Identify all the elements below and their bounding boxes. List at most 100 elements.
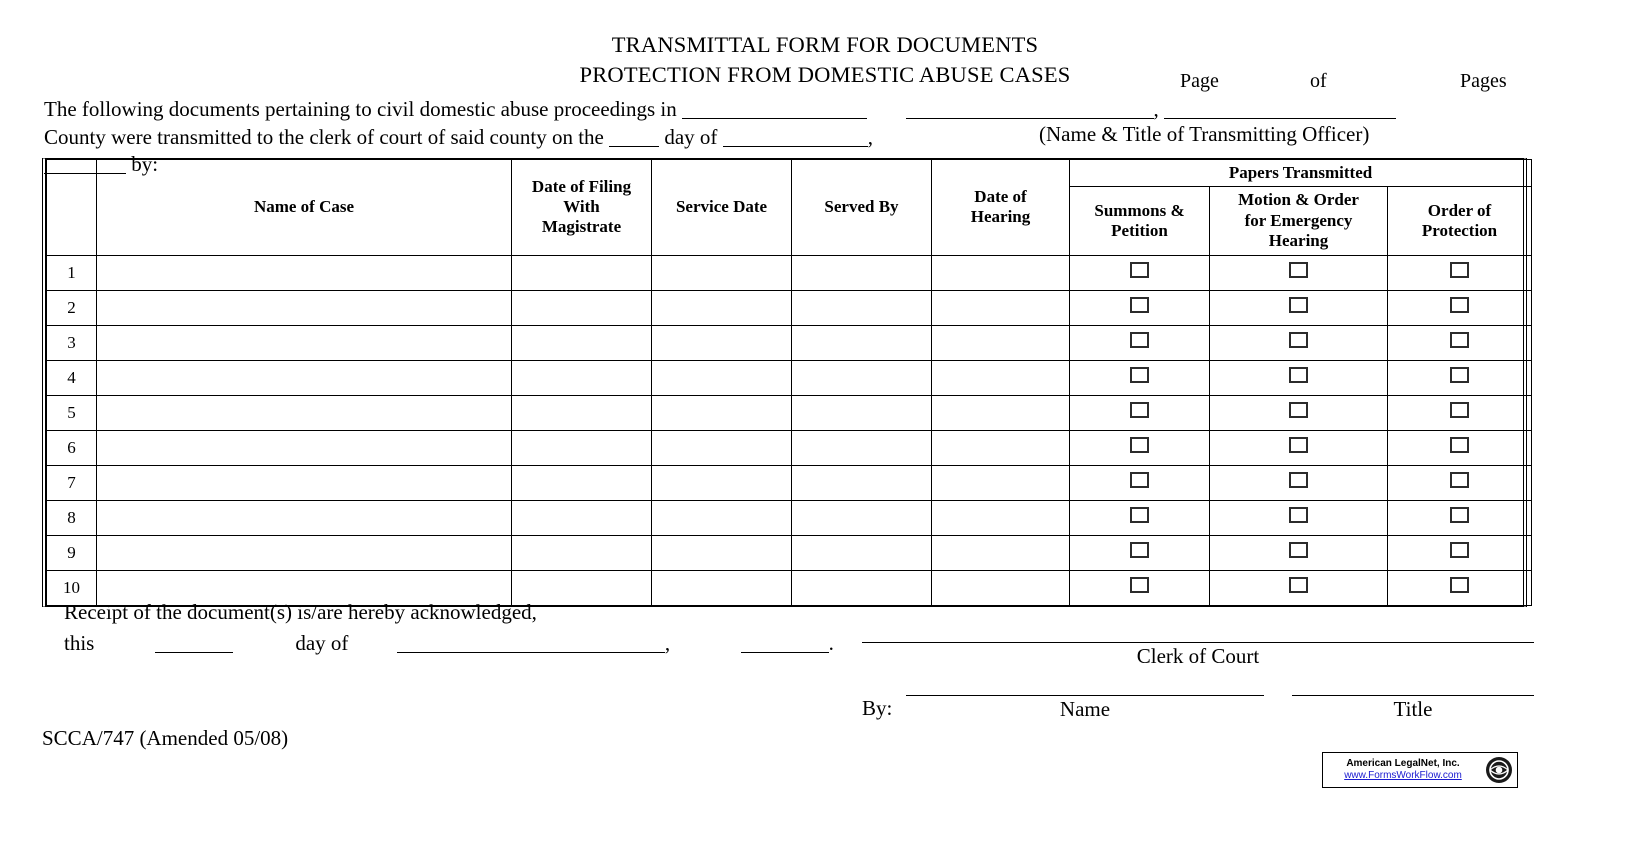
checkbox-order-protection[interactable] bbox=[1450, 472, 1470, 489]
cell-name-of-case[interactable] bbox=[96, 499, 512, 536]
cell-name-of-case[interactable] bbox=[96, 359, 512, 396]
checkbox-order-protection[interactable] bbox=[1450, 297, 1470, 314]
cell-served-by[interactable] bbox=[791, 499, 932, 536]
cell-date-of-hearing[interactable] bbox=[931, 499, 1070, 536]
clerk-of-court-caption: Clerk of Court bbox=[1136, 644, 1260, 668]
checkbox-motion-order[interactable] bbox=[1289, 297, 1308, 314]
checkbox-summons-petition-cell bbox=[1069, 289, 1210, 326]
checkbox-order-protection[interactable] bbox=[1450, 437, 1470, 454]
checkbox-motion-order[interactable] bbox=[1289, 577, 1308, 594]
cell-service-date[interactable] bbox=[651, 394, 792, 431]
cell-service-date[interactable] bbox=[651, 254, 792, 291]
cell-name-of-case[interactable] bbox=[96, 429, 512, 466]
checkbox-summons-petition[interactable] bbox=[1130, 437, 1149, 454]
cell-service-date[interactable] bbox=[651, 289, 792, 326]
checkbox-summons-petition[interactable] bbox=[1130, 332, 1149, 349]
cell-name-of-case[interactable] bbox=[96, 464, 512, 501]
checkbox-summons-petition[interactable] bbox=[1130, 402, 1149, 419]
transmitting-officer-blank[interactable] bbox=[905, 118, 1154, 119]
checkbox-order-protection[interactable] bbox=[1450, 542, 1470, 559]
cell-date-of-hearing[interactable] bbox=[931, 324, 1070, 361]
checkbox-summons-petition[interactable] bbox=[1130, 297, 1149, 314]
checkbox-motion-order[interactable] bbox=[1289, 437, 1308, 454]
legalnet-website-link[interactable]: www.FormsWorkFlow.com bbox=[1344, 770, 1462, 781]
checkbox-motion-order[interactable] bbox=[1289, 332, 1308, 349]
checkbox-motion-order[interactable] bbox=[1289, 262, 1308, 279]
cell-date-of-hearing[interactable] bbox=[931, 359, 1070, 396]
cell-date-of-filing[interactable] bbox=[511, 569, 652, 606]
ack-month-blank[interactable] bbox=[396, 651, 665, 653]
checkbox-order-protection[interactable] bbox=[1450, 262, 1470, 279]
cell-name-of-case[interactable] bbox=[96, 569, 512, 606]
cell-date-of-filing[interactable] bbox=[511, 289, 652, 326]
cell-service-date[interactable] bbox=[651, 569, 792, 606]
cell-date-of-hearing[interactable] bbox=[931, 464, 1070, 501]
checkbox-motion-order[interactable] bbox=[1289, 472, 1308, 489]
cell-date-of-hearing[interactable] bbox=[931, 569, 1070, 606]
cell-date-of-hearing[interactable] bbox=[931, 429, 1070, 466]
cell-service-date[interactable] bbox=[651, 534, 792, 571]
col-header-motion-order-l3: Hearing bbox=[1268, 231, 1329, 251]
ack-year-blank[interactable] bbox=[740, 651, 829, 653]
cell-service-date[interactable] bbox=[651, 499, 792, 536]
checkbox-motion-order[interactable] bbox=[1289, 367, 1308, 384]
cell-served-by[interactable] bbox=[791, 569, 932, 606]
checkbox-order-protection[interactable] bbox=[1450, 577, 1470, 594]
ack-day-blank[interactable] bbox=[154, 651, 233, 653]
checkbox-motion-order[interactable] bbox=[1289, 507, 1308, 524]
month-blank[interactable] bbox=[722, 145, 868, 147]
cell-name-of-case[interactable] bbox=[96, 534, 512, 571]
col-header-order-protection-l2: Protection bbox=[1421, 220, 1498, 240]
cell-served-by[interactable] bbox=[791, 324, 932, 361]
checkbox-order-protection[interactable] bbox=[1450, 332, 1470, 349]
checkbox-summons-petition[interactable] bbox=[1130, 367, 1149, 384]
checkbox-order-protection[interactable] bbox=[1450, 367, 1470, 384]
cell-service-date[interactable] bbox=[651, 324, 792, 361]
cell-date-of-hearing[interactable] bbox=[931, 289, 1070, 326]
cell-name-of-case[interactable] bbox=[96, 254, 512, 291]
title-field-line[interactable] bbox=[1292, 681, 1534, 696]
name-field-line[interactable] bbox=[906, 681, 1264, 696]
cell-date-of-hearing[interactable] bbox=[931, 254, 1070, 291]
cell-served-by[interactable] bbox=[791, 254, 932, 291]
day-blank[interactable] bbox=[609, 145, 660, 147]
checkbox-summons-petition[interactable] bbox=[1130, 472, 1149, 489]
col-header-motion-order-l2: for Emergency bbox=[1244, 210, 1353, 230]
checkbox-summons-petition[interactable] bbox=[1130, 542, 1149, 559]
col-header-motion-order-l1: Motion & Order bbox=[1238, 190, 1359, 210]
cell-date-of-filing[interactable] bbox=[511, 394, 652, 431]
cell-date-of-filing[interactable] bbox=[511, 534, 652, 571]
cell-served-by[interactable] bbox=[791, 359, 932, 396]
checkbox-order-protection[interactable] bbox=[1450, 507, 1470, 524]
cell-date-of-filing[interactable] bbox=[511, 359, 652, 396]
cell-date-of-filing[interactable] bbox=[511, 254, 652, 291]
checkbox-summons-petition[interactable] bbox=[1130, 577, 1149, 594]
cell-served-by[interactable] bbox=[791, 464, 932, 501]
cell-date-of-filing[interactable] bbox=[511, 464, 652, 501]
cell-served-by[interactable] bbox=[791, 289, 932, 326]
checkbox-summons-petition[interactable] bbox=[1130, 262, 1149, 279]
county-blank[interactable] bbox=[682, 118, 868, 119]
cell-served-by[interactable] bbox=[791, 429, 932, 466]
checkbox-motion-order[interactable] bbox=[1289, 542, 1308, 559]
cell-date-of-filing[interactable] bbox=[511, 429, 652, 466]
cell-date-of-hearing[interactable] bbox=[931, 534, 1070, 571]
checkbox-motion-order[interactable] bbox=[1289, 402, 1308, 419]
cell-service-date[interactable] bbox=[651, 359, 792, 396]
cell-name-of-case[interactable] bbox=[96, 394, 512, 431]
checkbox-motion-order-cell bbox=[1209, 324, 1388, 361]
cell-date-of-hearing[interactable] bbox=[931, 394, 1070, 431]
cell-service-date[interactable] bbox=[651, 464, 792, 501]
checkbox-summons-petition[interactable] bbox=[1130, 507, 1149, 524]
checkbox-order-protection-cell bbox=[1386, 289, 1533, 326]
cell-name-of-case[interactable] bbox=[96, 324, 512, 361]
transmitting-officer-title-blank[interactable] bbox=[1164, 118, 1397, 119]
cell-served-by[interactable] bbox=[791, 534, 932, 571]
checkbox-order-protection[interactable] bbox=[1450, 402, 1470, 419]
clerk-signature-line[interactable] bbox=[862, 628, 1534, 643]
cell-service-date[interactable] bbox=[651, 429, 792, 466]
cell-date-of-filing[interactable] bbox=[511, 499, 652, 536]
cell-served-by[interactable] bbox=[791, 394, 932, 431]
cell-name-of-case[interactable] bbox=[96, 289, 512, 326]
cell-date-of-filing[interactable] bbox=[511, 324, 652, 361]
